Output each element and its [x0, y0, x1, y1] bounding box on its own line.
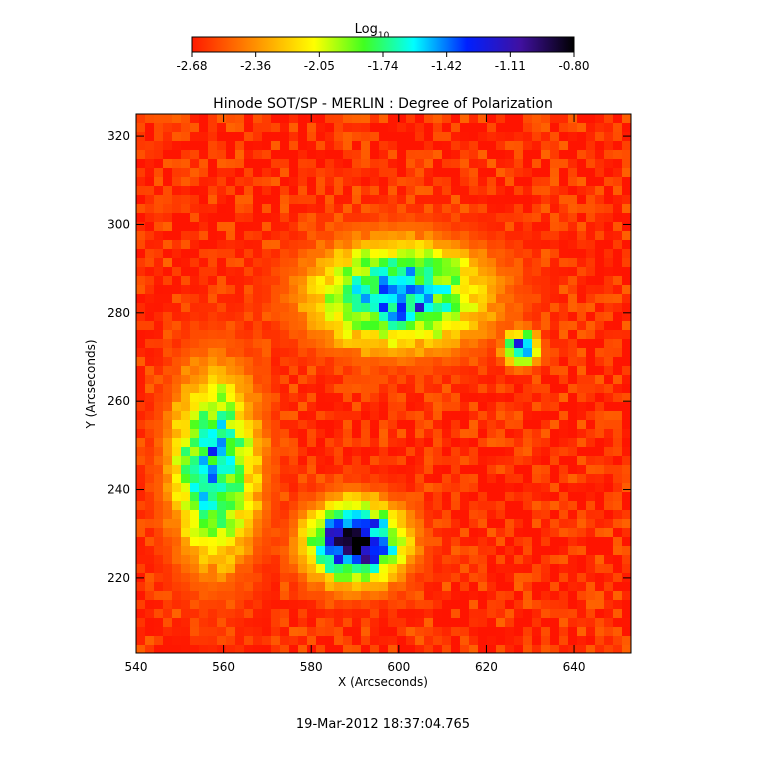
x-axis-label: X (Arcseconds): [338, 675, 428, 689]
plot-frame: [135, 113, 632, 654]
x-tick-label: 560: [212, 660, 235, 674]
colorbar-label: Log10: [355, 22, 390, 41]
y-tick-label: 280: [107, 306, 130, 320]
x-tick-label: 540: [125, 660, 148, 674]
y-tick-label: 260: [107, 394, 130, 408]
colorbar-ticks: -2.68 -2.36 -2.05 -1.74 -1.42 -1.11 -0.80: [176, 52, 590, 73]
heatmap-image: [136, 114, 631, 653]
colorbar-tick-label: -2.68: [176, 59, 207, 73]
colorbar-tick-label: -2.05: [304, 59, 335, 73]
colorbar-tick-label: -2.36: [240, 59, 271, 73]
y-tick-label: 300: [107, 217, 130, 231]
y-axis: 220 240 260 280 300 320: [107, 129, 631, 585]
y-axis-label: Y (Arcseconds): [84, 339, 98, 429]
x-tick-label: 640: [563, 660, 586, 674]
colorbar: Log10 -2.68 -2.36 -2.05 -1.74 -1.42 -1.11 -0.8…: [176, 22, 589, 73]
timestamp: 19-Mar-2012 18:37:04.765: [296, 717, 470, 732]
chart-title: Hinode SOT/SP - MERLIN : Degree of Polar…: [213, 96, 553, 112]
y-tick-label: 240: [107, 483, 130, 497]
colorbar-tick-label: -1.74: [367, 59, 398, 73]
colorbar-tick-label: -1.11: [495, 59, 526, 73]
x-tick-label: 580: [300, 660, 323, 674]
colorbar-tick-label: -0.80: [558, 59, 589, 73]
y-tick-label: 320: [107, 129, 130, 143]
x-tick-label: 620: [475, 660, 498, 674]
colorbar-tick-label: -1.42: [431, 59, 462, 73]
x-tick-label: 600: [387, 660, 410, 674]
x-axis: 540 560 580 600 620 640: [125, 114, 586, 674]
colorbar-gradient: [191, 36, 575, 53]
y-tick-label: 220: [107, 571, 130, 585]
